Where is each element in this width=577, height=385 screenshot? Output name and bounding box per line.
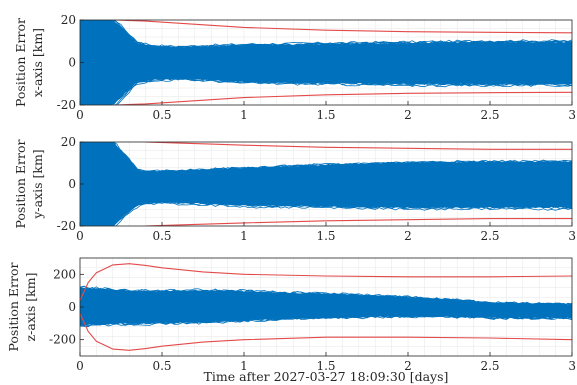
ensemble-trace	[87, 201, 572, 226]
ensemble-trace	[80, 314, 572, 325]
y-tick-label: 0	[68, 177, 76, 191]
x-tick-label: 0	[76, 229, 84, 243]
x-tick-label: 2	[404, 108, 412, 122]
ensemble-trace	[80, 287, 572, 307]
bound-lower-line	[116, 91, 572, 105]
bounds-y-axis	[145, 142, 572, 226]
ensemble-trace	[83, 142, 572, 173]
y-tick-label: -200	[49, 333, 76, 347]
bounds-x-axis	[116, 20, 572, 105]
ensemble-band-x-axis	[80, 20, 572, 105]
ylabel-line1: Position Error	[13, 139, 28, 228]
x-tick-label: 0.5	[152, 359, 171, 373]
x-tick-label: 1	[240, 359, 248, 373]
ylabel-line2: x-axis [km]	[30, 28, 45, 97]
ensemble-trace	[80, 286, 572, 307]
x-tick-label: 2	[404, 229, 412, 243]
ensemble-trace	[80, 197, 572, 222]
ensemble-trace	[80, 144, 572, 176]
x-tick-label: 3	[568, 108, 576, 122]
x-tick-label: 0	[76, 108, 84, 122]
bound-lower-line	[145, 218, 572, 226]
ensemble-trace	[88, 77, 572, 105]
ensemble-trace	[80, 24, 572, 52]
y-tick-label: 0	[68, 56, 76, 70]
bound-upper-line	[80, 263, 572, 301]
ensemble-trace	[81, 142, 572, 174]
x-tick-label: 1.5	[316, 359, 335, 373]
ensemble-trace	[81, 77, 572, 105]
ensemble-trace	[80, 314, 572, 327]
ensemble-band-z-axis	[80, 285, 572, 328]
ensemble-trace	[80, 20, 572, 49]
x-tick-label: 1.5	[316, 229, 335, 243]
y-tick-label: -20	[57, 219, 76, 233]
x-tick-label: 2.5	[480, 108, 499, 122]
ylabel-line1: Position Error	[6, 262, 21, 351]
ylabel-line2: z-axis [km]	[23, 273, 38, 342]
bound-upper-line	[116, 20, 572, 34]
ylabel-line2: y-axis [km]	[30, 149, 45, 219]
ensemble-trace	[81, 20, 572, 49]
x-tick-label: 0.5	[152, 229, 171, 243]
ensemble-trace	[80, 314, 572, 327]
ensemble-trace	[80, 200, 572, 226]
bounds-z-axis	[80, 263, 572, 351]
x-tick-label: 2	[404, 359, 412, 373]
y-tick-label: 200	[53, 267, 76, 281]
y-tick-label: 0	[68, 300, 76, 314]
ensemble-trace	[80, 76, 572, 104]
y-tick-label: -20	[57, 98, 76, 112]
ylabel-line1: Position Error	[13, 18, 28, 107]
ensemble-trace	[80, 198, 572, 223]
bound-upper-line	[145, 142, 572, 150]
ensemble-band-y-axis	[80, 142, 572, 226]
y-tick-label: 20	[61, 135, 76, 149]
x-tick-label: 1	[240, 108, 248, 122]
x-tick-label: 2.5	[480, 359, 499, 373]
y-tick-label: 20	[61, 13, 76, 27]
ensemble-trace	[80, 76, 572, 105]
x-tick-label: 3	[568, 229, 576, 243]
x-axis-label: Time after 2027-03-27 18:09:30 [days]	[204, 369, 449, 384]
x-tick-label: 0.5	[152, 108, 171, 122]
x-tick-label: 2.5	[480, 229, 499, 243]
x-tick-label: 0	[76, 359, 84, 373]
x-tick-label: 3	[568, 359, 576, 373]
bound-lower-line	[80, 313, 572, 351]
x-tick-label: 1.5	[316, 108, 335, 122]
ensemble-trace	[115, 201, 572, 226]
x-tick-label: 1	[240, 229, 248, 243]
